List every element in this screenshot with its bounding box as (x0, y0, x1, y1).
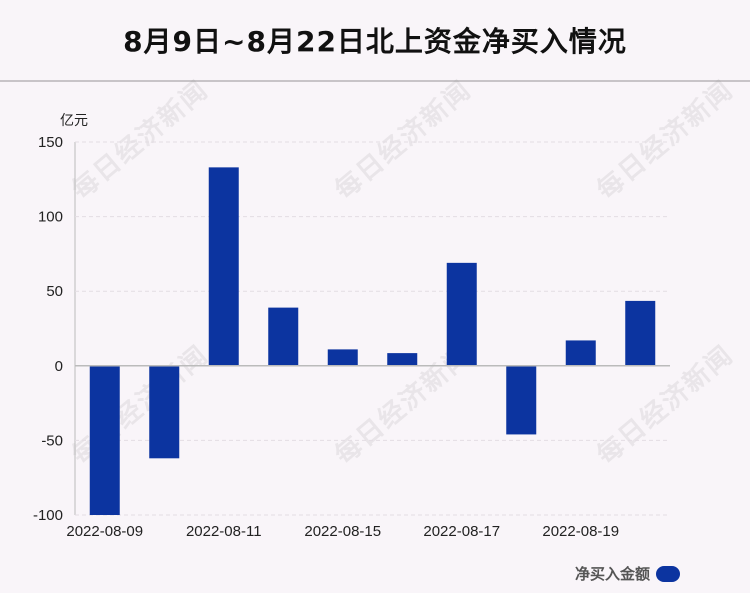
y-tick-label: -50 (41, 432, 63, 449)
y-tick-label: 50 (46, 283, 63, 300)
y-tick-label: -100 (33, 507, 63, 524)
chart-title: 8月9日~8月22日北上资金净买入情况 (123, 25, 627, 58)
x-tick-label: 2022-08-19 (542, 523, 619, 540)
x-tick-label: 2022-08-09 (66, 523, 143, 540)
bar (149, 365, 180, 459)
y-tick-label: 150 (38, 134, 63, 151)
x-tick-label: 2022-08-15 (304, 523, 381, 540)
legend-label: 净买入金额 (575, 565, 651, 583)
bar (625, 300, 656, 366)
y-tick-label: 100 (38, 209, 63, 226)
y-axis-unit: 亿元 (60, 113, 88, 129)
x-tick-label: 2022-08-17 (423, 523, 500, 540)
bar (208, 167, 239, 366)
title-divider (0, 80, 750, 82)
bar (446, 262, 477, 366)
bar (327, 349, 358, 366)
bar (387, 353, 418, 366)
bar (268, 307, 299, 366)
y-tick-label: 0 (55, 358, 63, 375)
bar (506, 365, 537, 435)
bar (89, 365, 120, 515)
bar (565, 340, 596, 366)
legend-swatch (656, 565, 681, 582)
legend: 净买入金额 (575, 563, 681, 584)
x-tick-label: 2022-08-11 (186, 523, 262, 540)
